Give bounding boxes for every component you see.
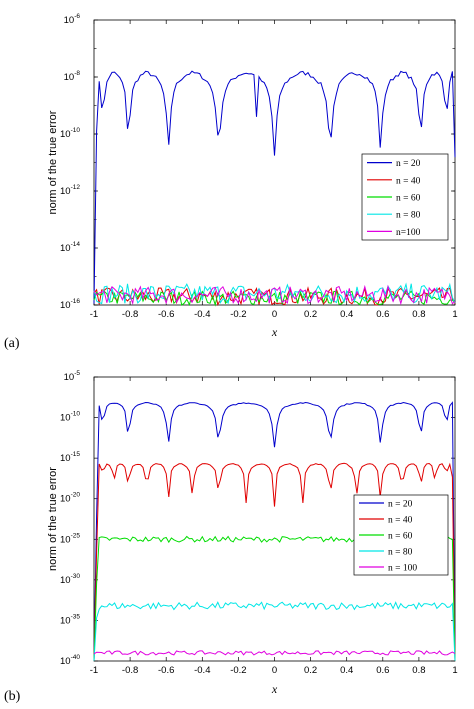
y-tick-label: 10-40 [60, 654, 80, 667]
legend-label: n = 100 [388, 564, 417, 574]
x-tick-label: -0.2 [230, 665, 246, 676]
y-tick-label: 10-10 [60, 127, 80, 140]
legend-label: n = 60 [396, 194, 421, 204]
y-tick-label: 10-35 [60, 613, 80, 626]
legend: n = 20 n = 40 n = 60 n = 80 n=100 [361, 153, 449, 241]
series-line-2 [93, 462, 456, 661]
x-tick-label: 0.2 [304, 665, 317, 676]
legend-label: n = 20 [388, 500, 413, 510]
x-tick-label: 1 [452, 665, 457, 676]
x-tick-label: -0.8 [122, 309, 138, 320]
y-tick-label: 10-16 [60, 298, 80, 311]
x-tick-label: 0 [272, 309, 277, 320]
x-tick-label: -0.4 [194, 309, 210, 320]
chart-panel-b: -1 -0.8 -0.6 -0.4 -0.2 0 0.2 0.4 0.6 0.8 1 10-40 10-… [4, 370, 458, 704]
x-tick-label: 0.8 [412, 665, 425, 676]
x-tick-label: -1 [90, 665, 98, 676]
panel-label: (b) [4, 689, 21, 704]
y-tick-label: 10-15 [60, 451, 80, 464]
chart-panel-a: -1 -0.8 -0.6 -0.4 -0.2 0 0.2 0.4 0.6 0.8 1 10-16 10-… [4, 13, 458, 351]
y-tick-label: 10-25 [60, 532, 80, 545]
series-line-5 [93, 284, 456, 306]
y-axis-label: norm of the true error [47, 110, 59, 214]
series-line-4 [93, 601, 456, 661]
legend-label: n = 80 [396, 211, 421, 221]
series-line-5 [93, 650, 456, 656]
legend: n = 20 n = 40 n = 60 n = 80 n = 100 [353, 494, 449, 576]
series-line-1 [93, 70, 456, 304]
legend-label: n=100 [396, 228, 421, 238]
y-axis-label: norm of the true error [47, 467, 59, 571]
legend-label: n = 80 [388, 548, 413, 558]
panel-label: (a) [4, 336, 20, 351]
x-axis-label: x [271, 325, 278, 339]
y-tick-label: 10-14 [60, 241, 80, 254]
y-tick-label: 10-5 [64, 370, 81, 383]
x-tick-label: -0.8 [122, 665, 138, 676]
y-tick-label: 10-20 [60, 492, 80, 505]
x-tick-label: 0.4 [340, 665, 353, 676]
y-tick-label: 10-6 [64, 13, 81, 26]
legend-label: n = 40 [388, 516, 413, 526]
legend-label: n = 20 [396, 159, 421, 169]
x-tick-label: 0 [272, 665, 277, 676]
x-tick-label: 1 [452, 309, 457, 320]
x-tick-label: -0.2 [230, 309, 246, 320]
x-tick-label: -0.4 [194, 665, 210, 676]
x-tick-label: 0.6 [376, 309, 389, 320]
y-tick-label: 10-30 [60, 573, 80, 586]
y-tick-label: 10-12 [60, 184, 80, 197]
x-tick-label: 0.4 [340, 309, 353, 320]
x-tick-label: -0.6 [158, 665, 174, 676]
y-tick-label: 10-8 [64, 70, 81, 83]
series-line-1 [93, 401, 456, 661]
x-axis-label: x [271, 682, 278, 696]
x-tick-label: 0.2 [304, 309, 317, 320]
legend-label: n = 60 [388, 532, 413, 542]
legend-label: n = 40 [396, 176, 421, 186]
x-tick-label: -1 [90, 309, 98, 320]
y-tick-label: 10-10 [60, 411, 80, 424]
x-tick-label: 0.8 [412, 309, 425, 320]
x-tick-label: -0.6 [158, 309, 174, 320]
x-tick-label: 0.6 [376, 665, 389, 676]
